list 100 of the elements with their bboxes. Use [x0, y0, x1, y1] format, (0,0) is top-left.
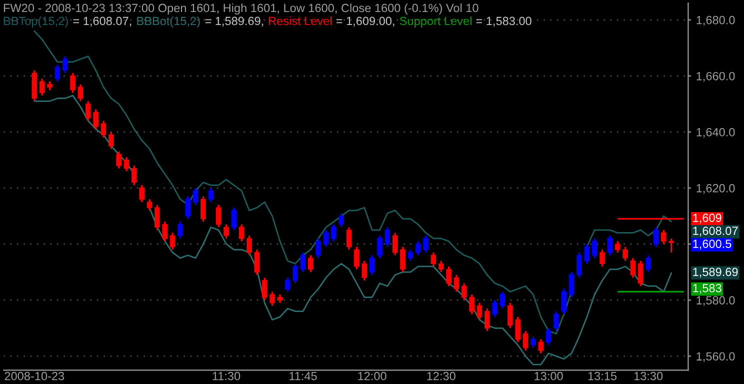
text: 1,600.5 [693, 240, 732, 250]
candlestick [522, 330, 528, 352]
ref-line-label: 1,583 [693, 284, 722, 294]
x-tick-label: 13:30 [634, 372, 663, 380]
candlestick [415, 240, 421, 256]
candlestick [162, 220, 168, 242]
y-tick-label: 1,640.0 [696, 128, 735, 138]
candlestick [638, 260, 644, 287]
candlestick [554, 310, 559, 332]
x-tick-label: 11:45 [290, 372, 317, 380]
annotation: = 1,589.69, [205, 16, 264, 27]
candlestick [116, 150, 122, 170]
candlestick [270, 290, 275, 307]
candlestick [668, 238, 674, 254]
candlestick [630, 257, 636, 279]
candlestick [384, 226, 390, 248]
candlestick [369, 254, 375, 276]
x-tick-label: 2008-10-23 [4, 372, 64, 380]
candlestick [54, 64, 60, 82]
candlestick [561, 288, 567, 315]
chart-title: FW20 - 2008-10-23 13:37:00 Open 1601, High 1601, Low 1600, Close 1600 (-0.1%) Vol 10 [4, 4, 478, 14]
candlestick [85, 100, 91, 122]
candlestick [476, 302, 482, 321]
y-tick-label: 1,560.0 [696, 352, 735, 362]
candlestick [170, 232, 176, 251]
candlestick [484, 308, 490, 332]
x-tick-label: 11:30 [212, 372, 240, 380]
candlestick [392, 232, 398, 256]
candlestick [492, 299, 498, 318]
y-tick-label: 1,660.0 [696, 72, 735, 82]
annotation: = 1,609.00, [336, 16, 394, 27]
candlestick [192, 187, 198, 206]
candlestick [93, 108, 98, 130]
x-tick-label: 13:00 [534, 372, 563, 380]
annotation: Resist Level [268, 16, 332, 26]
ref-line-label: 1,609 [693, 214, 722, 224]
y-tick-label: 1,580.0 [696, 296, 735, 306]
candlestick [238, 224, 244, 242]
candlestick [423, 234, 428, 254]
candlestick [660, 229, 666, 245]
candlestick [430, 252, 436, 268]
candlestick [568, 271, 574, 298]
candlestick [614, 240, 620, 254]
candlestick [592, 238, 598, 259]
annotation: = 1,583.00 [476, 16, 532, 27]
candlestick [546, 327, 552, 346]
candlestick [469, 294, 474, 315]
candlestick [508, 302, 513, 329]
candlestick [653, 226, 659, 248]
candlestick [262, 276, 268, 301]
candlestick [224, 224, 229, 240]
x-tick-label: 12:00 [358, 372, 386, 380]
candlestick [108, 131, 114, 150]
candlestick [246, 234, 252, 256]
candlestick [231, 206, 237, 231]
candlestick [607, 234, 613, 256]
candlestick [216, 204, 222, 228]
text: BBBot(15,2) [137, 16, 200, 28]
candlestick [308, 254, 314, 273]
data-label: 1,589.69 [693, 268, 738, 278]
candlestick [515, 316, 520, 343]
candlestick [461, 282, 467, 301]
data-label: 1,608.07 [693, 226, 738, 236]
candlestick [254, 248, 260, 276]
candlestick [377, 234, 382, 259]
candlestick [646, 254, 651, 273]
candlestick [78, 84, 84, 102]
candlestick [323, 229, 329, 248]
candlestick [208, 187, 214, 203]
candlestick [284, 276, 290, 293]
candlestick [408, 248, 414, 262]
x-tick-label: 13:15 [588, 372, 617, 380]
candlestick [70, 72, 76, 94]
candlestick [146, 198, 152, 212]
candlestick [139, 184, 144, 203]
candlestick [292, 262, 298, 284]
candlestick [354, 246, 360, 270]
candlestick [400, 246, 406, 273]
candlestick [446, 266, 452, 287]
candlestick [346, 226, 352, 251]
annotation: Support Level [400, 16, 472, 28]
candlestick [62, 55, 68, 74]
candlestick [600, 248, 605, 268]
candlestick [316, 238, 321, 259]
candlestick [124, 156, 130, 172]
candlestick [185, 196, 191, 220]
candlestick [584, 243, 590, 265]
candlestick [622, 246, 628, 262]
candlestick [362, 260, 368, 282]
annotation: = 1,608.07, [73, 16, 132, 27]
candlestick [100, 120, 106, 138]
candlestick [538, 338, 544, 354]
y-tick-label: 1,620.0 [696, 184, 735, 194]
candlestick [132, 164, 137, 186]
y-tick-label: 1,680.0 [696, 16, 735, 26]
candlestick [200, 196, 206, 222]
x-tick-label: 12:30 [427, 372, 456, 380]
series-label: BBTop(15,2) [4, 16, 68, 28]
candlestick [178, 220, 183, 240]
candlestick [454, 274, 460, 293]
